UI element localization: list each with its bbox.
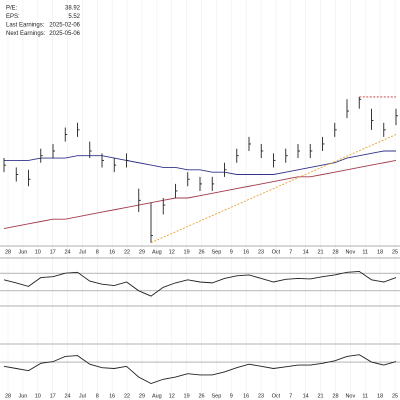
x-tick-label: 7: [289, 249, 292, 255]
x-tick-label: 14: [303, 249, 309, 255]
x-tick-label: 24: [64, 249, 70, 255]
x-tick-label: 24: [64, 393, 70, 399]
x-tick-label: 14: [303, 393, 309, 399]
info-label: EPS:: [6, 14, 20, 20]
info-label: Next Earnings:: [6, 31, 46, 37]
x-tick-label: 10: [35, 393, 41, 399]
x-tick-label: 16: [243, 393, 249, 399]
x-tick-label: Oct: [272, 393, 281, 399]
x-tick-label: 22: [124, 249, 130, 255]
info-label: Last Earnings:: [6, 23, 45, 29]
x-tick-label: 16: [243, 249, 249, 255]
x-tick-label: 29: [139, 249, 145, 255]
grid: [7, 0, 396, 400]
indicator-line: [3, 270, 397, 297]
moving-average: [3, 159, 397, 229]
x-tick-label: 17: [50, 393, 56, 399]
info-value: 38.92: [65, 6, 81, 12]
x-tick-label: 21: [318, 393, 324, 399]
x-tick-label: 9: [230, 393, 233, 399]
x-tick-label: Aug: [152, 249, 162, 255]
x-tick-label: 25: [392, 393, 398, 399]
x-tick-label: 18: [377, 393, 383, 399]
x-tick-label: 26: [198, 393, 204, 399]
x-tick-label: 22: [124, 393, 130, 399]
x-tick-label: 9: [230, 249, 233, 255]
x-tick-label: 11: [362, 393, 368, 399]
x-tick-label: 19: [184, 249, 190, 255]
x-tick-label: 28: [5, 249, 11, 255]
info-label: P/E:: [6, 6, 18, 12]
x-tick-label: 12: [169, 249, 175, 255]
x-tick-label: 26: [198, 249, 204, 255]
x-tick-label: 29: [139, 393, 145, 399]
info-value: 5.52: [68, 14, 80, 20]
x-tick-label: 8: [96, 249, 99, 255]
x-tick-label: 7: [289, 393, 292, 399]
x-tick-label: 21: [318, 249, 324, 255]
x-tick-label: Nov: [345, 393, 355, 399]
x-tick-label: Sep: [211, 393, 221, 399]
x-tick-label: 28: [5, 393, 11, 399]
x-tick-label: 16: [109, 249, 115, 255]
x-tick-label: 18: [377, 249, 383, 255]
x-tick-label: Jun: [18, 249, 27, 255]
x-tick-label: 28: [332, 393, 338, 399]
x-tick-label: Jul: [79, 393, 86, 399]
x-tick-label: 23: [258, 249, 264, 255]
annotation-line: [150, 134, 397, 244]
x-tick-label: 19: [184, 393, 190, 399]
x-tick-label: Oct: [272, 249, 281, 255]
x-tick-label: Sep: [211, 249, 221, 255]
x-tick-label: 17: [50, 249, 56, 255]
indicator-line: [3, 354, 397, 385]
x-tick-label: 23: [258, 393, 264, 399]
info-box: P/E: 38.92 EPS: 5.52 Last Earnings: 2025-02-0…: [6, 6, 81, 38]
x-tick-label: 16: [109, 393, 115, 399]
x-tick-label: 11: [362, 249, 368, 255]
x-tick-label: Jun: [18, 393, 27, 399]
x-tick-label: 8: [96, 393, 99, 399]
x-tick-label: 25: [392, 249, 398, 255]
info-value: 2025-02-06: [49, 23, 80, 29]
x-tick-label: Nov: [345, 249, 355, 255]
x-tick-label: Aug: [152, 393, 162, 399]
plot: 28 28 Jun Jun 10 10 17 17 24 24 Jul Jul 8 8 16 16 22 22 29…: [0, 96, 400, 399]
x-tick-label: 12: [169, 393, 175, 399]
x-tick-label: Jul: [79, 249, 86, 255]
x-tick-label: 28: [332, 249, 338, 255]
info-value: 2025-05-06: [49, 31, 80, 37]
x-tick-label: 10: [35, 249, 41, 255]
